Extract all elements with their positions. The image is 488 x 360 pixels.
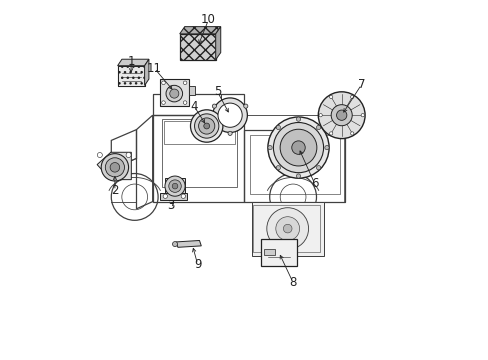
Polygon shape	[188, 86, 195, 95]
Circle shape	[212, 98, 247, 132]
Circle shape	[183, 101, 186, 104]
Bar	[260, 238, 296, 266]
Bar	[117, 66, 144, 85]
Circle shape	[101, 154, 128, 181]
Circle shape	[162, 101, 165, 104]
Circle shape	[172, 183, 178, 189]
Circle shape	[162, 81, 165, 85]
Circle shape	[316, 166, 320, 170]
Polygon shape	[117, 59, 149, 66]
Circle shape	[336, 110, 346, 120]
Circle shape	[266, 208, 308, 249]
Text: 11: 11	[147, 62, 162, 75]
Circle shape	[329, 95, 332, 99]
Text: 6: 6	[310, 177, 318, 190]
Circle shape	[316, 125, 320, 130]
Circle shape	[126, 153, 131, 158]
Bar	[264, 249, 275, 255]
Circle shape	[164, 176, 185, 196]
Text: 5: 5	[213, 85, 221, 98]
Circle shape	[194, 114, 219, 138]
Circle shape	[276, 166, 280, 170]
Circle shape	[227, 131, 232, 135]
Circle shape	[283, 224, 291, 233]
Text: 2: 2	[111, 184, 119, 197]
Circle shape	[218, 103, 242, 127]
Polygon shape	[160, 193, 186, 200]
Bar	[253, 205, 320, 252]
Bar	[117, 66, 144, 85]
Text: 8: 8	[289, 276, 296, 289]
Circle shape	[296, 117, 300, 121]
Circle shape	[203, 123, 209, 129]
Circle shape	[350, 95, 353, 99]
Circle shape	[360, 113, 364, 117]
Text: 10: 10	[201, 13, 216, 26]
Circle shape	[169, 89, 179, 98]
Circle shape	[181, 194, 185, 198]
Polygon shape	[251, 202, 323, 256]
Circle shape	[267, 145, 272, 150]
Polygon shape	[160, 79, 188, 106]
Bar	[179, 34, 215, 60]
Circle shape	[350, 132, 353, 135]
Text: 1: 1	[127, 55, 135, 68]
Polygon shape	[215, 27, 220, 60]
Circle shape	[329, 132, 332, 135]
Circle shape	[168, 180, 181, 192]
Text: 9: 9	[194, 258, 201, 271]
Circle shape	[318, 113, 322, 117]
Polygon shape	[176, 240, 201, 247]
Circle shape	[267, 117, 328, 178]
Circle shape	[97, 153, 102, 158]
Text: 7: 7	[357, 78, 365, 91]
Text: 3: 3	[167, 199, 174, 212]
Polygon shape	[165, 178, 185, 194]
Polygon shape	[179, 27, 220, 34]
Polygon shape	[144, 59, 149, 85]
Circle shape	[273, 122, 323, 173]
Circle shape	[198, 118, 214, 134]
Text: 4: 4	[190, 100, 198, 113]
Circle shape	[324, 145, 328, 150]
Circle shape	[110, 163, 120, 172]
Circle shape	[163, 194, 167, 198]
Circle shape	[296, 174, 300, 178]
Circle shape	[275, 217, 299, 240]
Circle shape	[291, 141, 305, 154]
Polygon shape	[97, 152, 131, 180]
Circle shape	[183, 81, 186, 85]
Circle shape	[190, 110, 223, 142]
Circle shape	[318, 92, 365, 139]
Circle shape	[105, 158, 124, 177]
Circle shape	[166, 85, 182, 102]
Circle shape	[243, 104, 247, 108]
Circle shape	[276, 125, 280, 130]
Circle shape	[330, 105, 351, 126]
Circle shape	[172, 242, 177, 247]
Circle shape	[212, 104, 216, 108]
Circle shape	[280, 129, 316, 166]
